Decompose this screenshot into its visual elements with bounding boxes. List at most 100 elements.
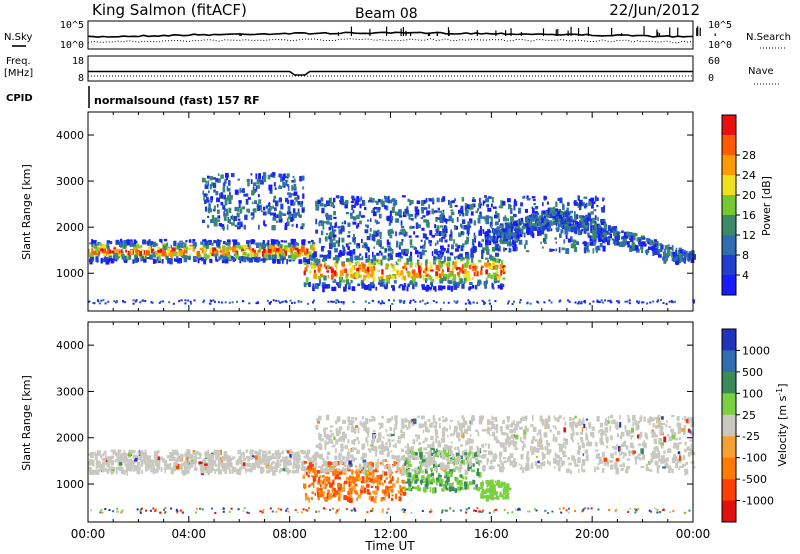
heatmap-cell bbox=[627, 415, 630, 417]
heatmap-cell bbox=[404, 457, 409, 464]
heatmap-cell bbox=[305, 495, 309, 501]
heatmap-cell bbox=[149, 244, 153, 249]
heatmap-cell bbox=[505, 496, 509, 500]
heatmap-cell bbox=[447, 434, 449, 438]
heatmap-cell bbox=[336, 416, 341, 422]
heatmap-cell bbox=[438, 267, 441, 272]
heatmap-cell bbox=[295, 199, 298, 202]
heatmap-cell bbox=[126, 239, 130, 244]
heatmap-cell bbox=[98, 242, 102, 246]
heatmap-cell bbox=[403, 231, 406, 237]
heatmap-cell bbox=[532, 214, 534, 218]
heatmap-cell bbox=[626, 466, 631, 470]
heatmap-cell bbox=[220, 449, 222, 455]
heatmap-cell bbox=[321, 491, 326, 496]
heatmap-cell bbox=[590, 219, 593, 223]
heatmap-cell bbox=[208, 239, 212, 245]
heatmap-cell bbox=[302, 193, 305, 199]
heatmap-cell bbox=[263, 247, 265, 253]
heatmap-cell bbox=[384, 494, 389, 497]
heatmap-cell bbox=[488, 465, 492, 470]
heatmap-cell bbox=[454, 447, 457, 450]
heatmap-cell bbox=[328, 476, 331, 482]
heatmap-cell bbox=[125, 457, 129, 462]
heatmap-cell bbox=[301, 246, 305, 252]
heatmap-cell bbox=[487, 230, 492, 233]
heatmap-cell bbox=[364, 300, 367, 303]
heatmap-cell bbox=[598, 300, 601, 303]
heatmap-cell bbox=[309, 483, 313, 487]
heatmap-cell bbox=[234, 206, 238, 212]
heatmap-cell bbox=[393, 280, 397, 284]
heatmap-cell bbox=[450, 252, 454, 256]
heatmap-cell bbox=[692, 301, 695, 304]
heatmap-cell bbox=[475, 484, 478, 488]
heatmap-cell bbox=[245, 244, 249, 249]
heatmap-cell bbox=[558, 223, 562, 228]
heatmap-cell bbox=[237, 226, 240, 230]
heatmap-cell bbox=[102, 462, 106, 468]
heatmap-cell bbox=[208, 466, 211, 470]
heatmap-cell bbox=[417, 466, 420, 470]
heatmap-cell bbox=[206, 463, 209, 469]
heatmap-cell bbox=[508, 236, 511, 241]
heatmap-cell bbox=[420, 415, 425, 419]
heatmap-cell bbox=[246, 468, 250, 472]
heatmap-cell bbox=[245, 467, 247, 474]
heatmap-cell bbox=[554, 425, 557, 430]
heatmap-cell bbox=[403, 275, 406, 281]
heatmap-cell bbox=[242, 465, 246, 469]
heatmap-cell bbox=[216, 178, 221, 183]
heatmap-cell bbox=[310, 244, 314, 250]
heatmap-cell bbox=[225, 172, 229, 178]
heatmap-cell bbox=[571, 421, 575, 426]
heatmap-cell bbox=[641, 454, 645, 460]
heatmap-cell bbox=[610, 229, 614, 233]
noise-left-tick-bottom: 10^0 bbox=[60, 40, 84, 51]
heatmap-cell bbox=[296, 252, 298, 255]
heatmap-cell bbox=[603, 238, 606, 244]
heatmap-cell bbox=[245, 198, 249, 205]
heatmap-cell bbox=[496, 494, 498, 499]
heatmap-cell bbox=[468, 301, 471, 304]
heatmap-cell bbox=[257, 301, 259, 304]
heatmap-cell bbox=[179, 257, 182, 262]
heatmap-cell bbox=[312, 468, 315, 474]
heatmap-cell bbox=[395, 231, 397, 237]
heatmap-cell bbox=[483, 281, 488, 284]
heatmap-cell bbox=[379, 243, 382, 247]
heatmap-cell bbox=[376, 240, 380, 246]
heatmap-cell bbox=[297, 252, 301, 257]
heatmap-cell bbox=[543, 301, 546, 304]
heatmap-cell bbox=[332, 461, 336, 467]
heatmap-cell bbox=[368, 471, 373, 475]
heatmap-cell bbox=[615, 423, 619, 429]
heatmap-cell bbox=[586, 218, 590, 221]
heatmap-cell bbox=[451, 473, 453, 477]
heatmap-cell bbox=[554, 237, 557, 240]
heatmap-cell bbox=[369, 467, 373, 473]
heatmap-cell bbox=[373, 270, 375, 276]
heatmap-cell bbox=[441, 454, 446, 460]
heatmap-cell bbox=[395, 417, 398, 420]
heatmap-cell bbox=[290, 193, 295, 196]
heatmap-cell bbox=[267, 174, 271, 180]
heatmap-cell bbox=[104, 302, 107, 305]
heatmap-cell bbox=[467, 221, 471, 226]
heatmap-cell bbox=[493, 233, 495, 239]
heatmap-cell bbox=[600, 299, 603, 302]
heatmap-cell bbox=[559, 197, 563, 204]
heatmap-cell bbox=[414, 456, 419, 461]
heatmap-cell bbox=[562, 219, 567, 224]
heatmap-cell bbox=[377, 199, 381, 203]
heatmap-cell bbox=[123, 470, 126, 475]
heatmap-cell bbox=[337, 494, 342, 497]
heatmap-cell bbox=[605, 230, 609, 234]
heatmap-cell bbox=[398, 496, 402, 502]
heatmap-cell bbox=[370, 267, 374, 274]
heatmap-cell bbox=[217, 198, 220, 202]
heatmap-cell bbox=[331, 225, 334, 232]
heatmap-cell bbox=[580, 300, 583, 303]
heatmap-cell bbox=[609, 301, 612, 304]
heatmap-cell bbox=[304, 267, 308, 272]
